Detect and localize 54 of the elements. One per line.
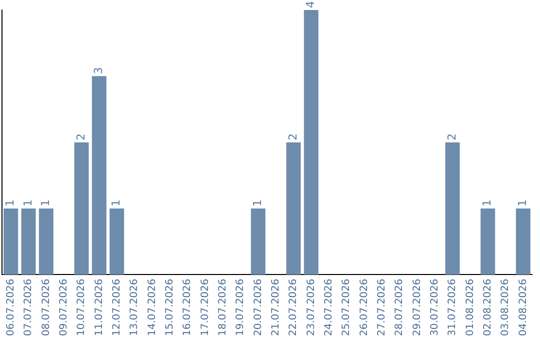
data-label: 1: [516, 200, 530, 207]
data-label: 1: [251, 200, 264, 207]
bar: [92, 76, 106, 275]
x-tick-label: 10.07.2026: [76, 278, 88, 336]
x-tick-label: 28.07.2026: [394, 278, 406, 336]
x-tick-label: 09.07.2026: [58, 278, 70, 336]
x-tick-label: 07.07.2026: [23, 278, 34, 336]
x-tick-label: 21.07.2026: [270, 278, 282, 336]
data-label: 4: [304, 1, 318, 8]
bar: [38, 208, 54, 275]
x-tick-label: 16.07.2026: [182, 278, 194, 336]
data-label: 2: [74, 133, 88, 140]
x-tick-label: 12.07.2026: [111, 278, 122, 336]
x-tick-label: 06.07.2026: [5, 278, 16, 336]
x-tick-label: 14.07.2026: [146, 278, 158, 336]
x-tick-label: 29.07.2026: [412, 278, 423, 336]
x-tick-label: 27.07.2026: [376, 278, 388, 336]
data-label: 1: [480, 200, 494, 207]
x-tick-label: 23.07.2026: [306, 278, 317, 336]
bar: [286, 142, 301, 275]
x-tick-label: 04.08.2026: [518, 278, 529, 336]
bar: [445, 142, 460, 275]
data-label: 2: [286, 133, 300, 140]
data-label: 1: [39, 200, 52, 207]
x-tick-label: 20.07.2026: [252, 278, 264, 336]
x-tick-label: 11.07.2026: [94, 278, 105, 336]
bar: [480, 208, 496, 275]
x-tick-label: 02.08.2026: [482, 278, 494, 336]
bar: [21, 208, 36, 275]
data-label: 1: [110, 200, 123, 207]
data-label: 2: [445, 133, 458, 140]
bar: [304, 10, 318, 275]
x-tick-label: 19.07.2026: [235, 278, 246, 336]
data-label: 1: [21, 200, 34, 207]
x-tick-label: 25.07.2026: [341, 278, 352, 336]
x-tick-label: 24.07.2026: [323, 278, 334, 336]
bar: [4, 208, 18, 275]
x-tick-label: 01.08.2026: [464, 278, 476, 336]
x-tick-label: 13.07.2026: [129, 278, 140, 336]
x-tick-label: 03.08.2026: [500, 278, 512, 336]
bar: [74, 142, 89, 275]
data-label: 3: [92, 67, 106, 74]
x-tick-label: 31.07.2026: [447, 278, 458, 336]
x-tick-label: 15.07.2026: [164, 278, 176, 336]
bar: [110, 208, 124, 275]
x-tick-label: 22.07.2026: [288, 278, 300, 336]
x-tick-label: 26.07.2026: [358, 278, 370, 336]
bar: [516, 208, 530, 275]
bar: [250, 208, 266, 275]
x-tick-label: 08.07.2026: [40, 278, 52, 336]
x-tick-label: 18.07.2026: [217, 278, 228, 336]
x-tick-label: 17.07.2026: [200, 278, 211, 336]
x-tick-label: 30.07.2026: [429, 278, 440, 336]
data-label: 1: [4, 200, 17, 207]
